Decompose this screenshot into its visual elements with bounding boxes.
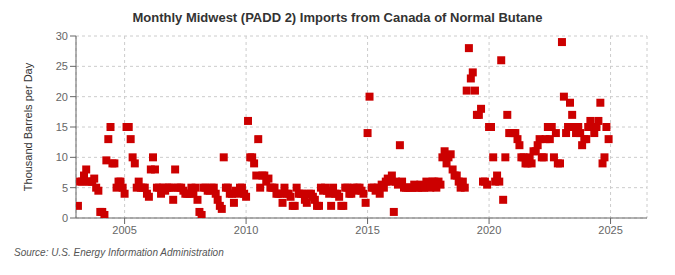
- html-text:Monthly Midwest (PADD 2) Impor: Monthly Midwest (PADD 2) Imports from Ca…: [132, 10, 543, 25]
- svg-text:0: 0: [62, 212, 68, 224]
- svg-text:20: 20: [56, 91, 68, 103]
- svg-text:15: 15: [56, 121, 68, 133]
- svg-text:2015: 2015: [355, 224, 379, 236]
- svg-text:30: 30: [56, 30, 68, 42]
- svg-text:25: 25: [56, 60, 68, 72]
- svg-text:2020: 2020: [477, 224, 501, 236]
- html-text:Source: U.S. Energy Informatio: Source: U.S. Energy Information Administ…: [14, 247, 224, 258]
- svg-text:Thousand Barrels per Day: Thousand Barrels per Day: [22, 62, 34, 191]
- svg-text:5: 5: [62, 182, 68, 194]
- svg-text:10: 10: [56, 151, 68, 163]
- svg-text:2010: 2010: [234, 224, 258, 236]
- svg-text:2005: 2005: [112, 224, 136, 236]
- svg-text:2025: 2025: [598, 224, 622, 236]
